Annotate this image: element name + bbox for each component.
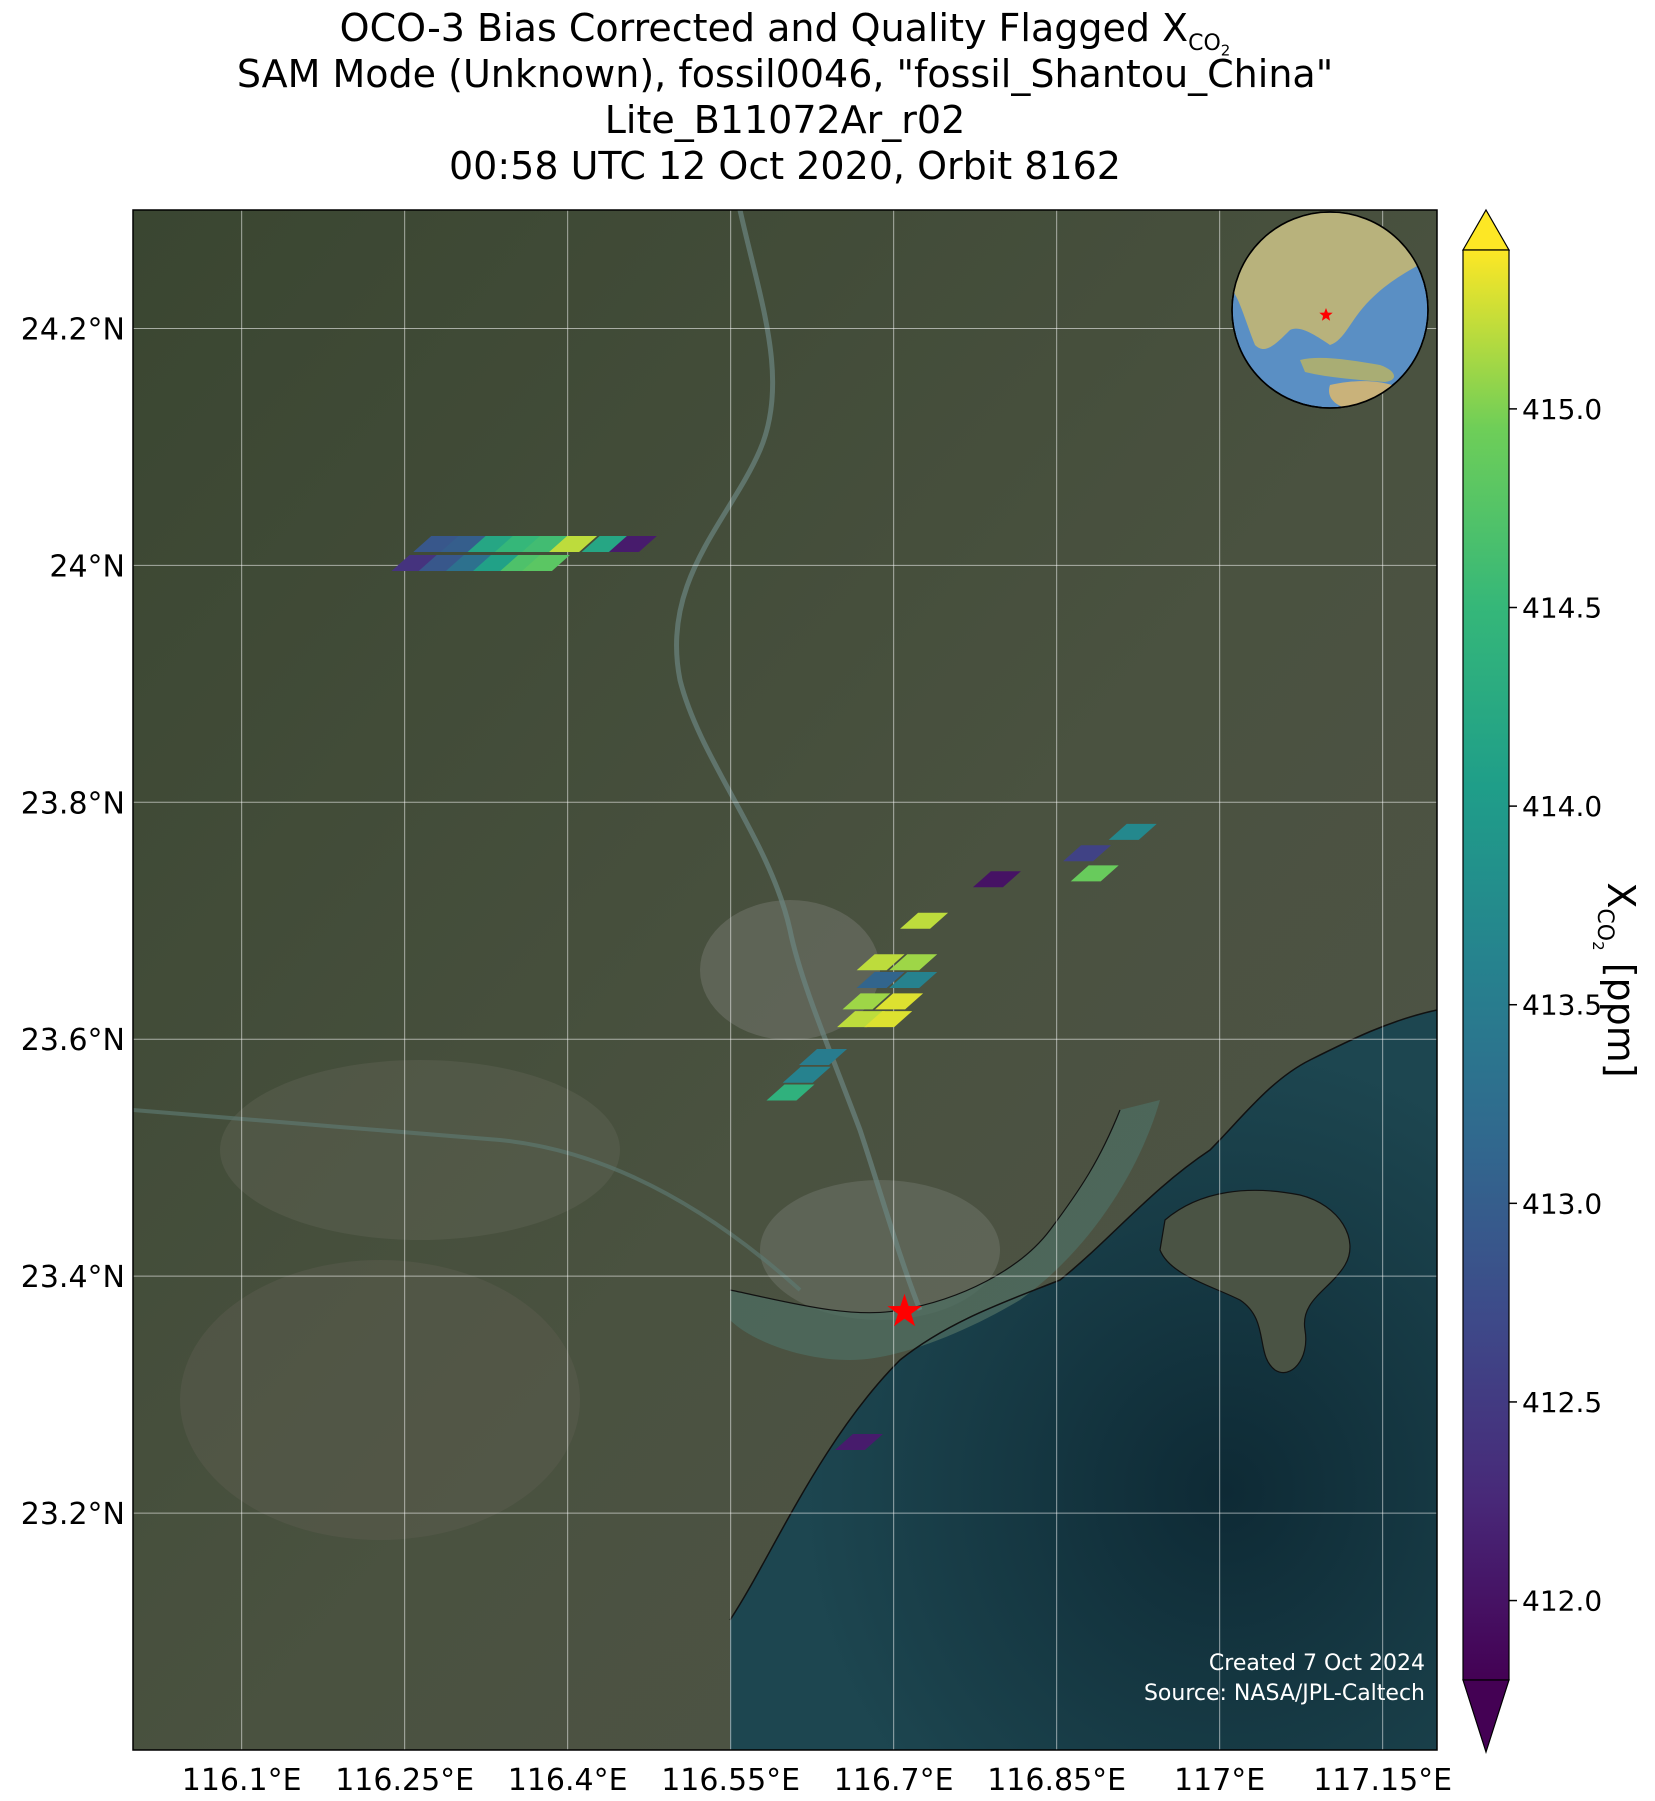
- xco2-footprint: [413, 536, 462, 553]
- colorbar-tick-label: 414.0: [1522, 790, 1602, 823]
- xco2-footprint: [418, 555, 467, 572]
- globe-target-star-marker: [1319, 308, 1333, 321]
- basemap: [133, 210, 1437, 1750]
- colorbar-extend-bottom: [1462, 1679, 1510, 1754]
- lat-tick-label: 23.6°N: [21, 1023, 125, 1058]
- lon-tick-label: 117.15°E: [1313, 1763, 1452, 1798]
- colorbar-label: XCO2 [ppm]: [1589, 882, 1643, 1077]
- island-nanao: [1159, 1189, 1351, 1374]
- colorbar-gradient: [1462, 249, 1510, 1681]
- colorbar-extend-top: [1461, 208, 1511, 251]
- xco2-soundings: [391, 536, 1157, 1450]
- colorbar-tick-label: 413.0: [1522, 1187, 1602, 1220]
- xco2-footprint: [834, 1434, 883, 1450]
- xco2-footprint: [782, 1066, 831, 1083]
- colorbar-ticks: 412.0 412.5 413.0 413.5 414.0 414.5 415.0: [1509, 393, 1602, 1618]
- colorbar-tick-label: 412.5: [1522, 1386, 1602, 1419]
- lat-tick-label: 24.2°N: [21, 312, 125, 347]
- urban-area-puning: [180, 1260, 580, 1540]
- han-river: [673, 210, 923, 1311]
- title-sub-2: 2: [1220, 40, 1231, 59]
- globe-target-star: [1319, 308, 1333, 321]
- coastline: [729, 1009, 1437, 1621]
- xco2-footprint: [900, 912, 949, 929]
- urban-area-chaozhou: [700, 900, 880, 1040]
- urban-area-shantou: [760, 1180, 1000, 1320]
- lon-tick-label: 116.25°E: [335, 1763, 474, 1798]
- xco2-footprint: [856, 954, 905, 971]
- lon-tick-label: 116.7°E: [834, 1763, 954, 1798]
- xco2-footprint: [391, 555, 440, 572]
- lon-tick-label: 117°E: [1174, 1763, 1265, 1798]
- title-line-3: Lite_B11072Ar_r02: [604, 98, 966, 142]
- target-star-marker: [887, 1293, 922, 1327]
- credit-source: Source: NASA/JPL-Caltech: [1144, 1681, 1425, 1706]
- title-line-4: 00:58 UTC 12 Oct 2020, Orbit 8162: [449, 144, 1121, 188]
- xco2-footprint: [889, 972, 938, 988]
- xco2-footprint: [521, 555, 570, 572]
- xco2-footprint: [864, 1011, 913, 1028]
- xco2-footprint: [842, 993, 891, 1010]
- svg-text:XCO2 [ppm]: XCO2 [ppm]: [1589, 882, 1643, 1077]
- xco2-footprint: [766, 1084, 815, 1101]
- xco2-footprint: [972, 871, 1021, 888]
- rong-river: [133, 1108, 802, 1292]
- colorbar-label-x: X: [1599, 882, 1643, 908]
- colorbar-tick-label: 412.0: [1522, 1585, 1602, 1618]
- colorbar-tick-label: 414.5: [1522, 592, 1602, 625]
- colorbar-label-unit: [ppm]: [1599, 951, 1643, 1078]
- colorbar-label-sub: CO: [1592, 908, 1617, 941]
- xco2-footprint: [445, 555, 494, 572]
- xco2-footprint: [521, 536, 570, 553]
- xco2-footprint: [473, 555, 522, 572]
- lon-tick-label: 116.55°E: [661, 1763, 800, 1798]
- globe-land-islands: [1300, 357, 1395, 382]
- credit-created: Created 7 Oct 2024: [1209, 1651, 1425, 1676]
- xco2-footprint: [549, 536, 598, 553]
- xco2-footprint: [440, 536, 489, 553]
- colorbar: 412.0 412.5 413.0 413.5 414.0 414.5 415.0: [1461, 208, 1602, 1754]
- xco2-footprint: [1070, 865, 1119, 882]
- title-sub-co: CO: [1188, 30, 1221, 56]
- lat-tick-label: 24°N: [49, 549, 125, 584]
- xco2-footprint: [1108, 823, 1157, 840]
- xco2-footprint: [581, 536, 630, 553]
- xco2-footprint: [856, 972, 905, 988]
- colorbar-label-sub2: 2: [1589, 941, 1607, 951]
- lon-tick-label: 116.1°E: [182, 1763, 302, 1798]
- xco2-footprint: [494, 536, 543, 553]
- title-prefix: OCO-3 Bias Corrected and Quality Flagged…: [339, 6, 1189, 50]
- xco2-footprint: [467, 536, 516, 553]
- lon-tick-label: 116.85°E: [987, 1763, 1126, 1798]
- lon-tick-label: 116.4°E: [508, 1763, 628, 1798]
- colorbar-tick-label: 415.0: [1522, 393, 1602, 426]
- lat-tick-label: 23.4°N: [21, 1260, 125, 1295]
- estuary-shallow: [730, 1100, 1160, 1360]
- globe-land-asia: [1232, 212, 1428, 349]
- title-line-1: OCO-3 Bias Corrected and Quality Flagged…: [0, 6, 1570, 72]
- xco2-footprint: [608, 536, 657, 553]
- colorbar-tick-label: 413.5: [1522, 989, 1602, 1022]
- inset-globe: [1231, 211, 1429, 409]
- xco2-footprint: [889, 954, 938, 971]
- map-frame: [132, 209, 1438, 1751]
- target-marker-group: [887, 1293, 922, 1327]
- urban-area-jieyang: [220, 1060, 620, 1240]
- lat-tick-label: 23.8°N: [21, 786, 125, 821]
- coastline-estuary: [729, 1109, 1121, 1314]
- xco2-footprint: [799, 1049, 848, 1065]
- lat-tick-label: 23.2°N: [21, 1497, 125, 1532]
- xco2-footprint: [1063, 845, 1112, 862]
- xco2-footprint: [875, 993, 924, 1010]
- xco2-footprint: [837, 1011, 886, 1028]
- gridlines: [133, 210, 1437, 1750]
- axis-labels: 23.2°N 23.4°N 23.6°N 23.8°N 24°N 24.2°N 116.1°…: [21, 312, 1452, 1798]
- title-line-2: SAM Mode (Unknown), fossil0046, "fossil_…: [236, 52, 1334, 96]
